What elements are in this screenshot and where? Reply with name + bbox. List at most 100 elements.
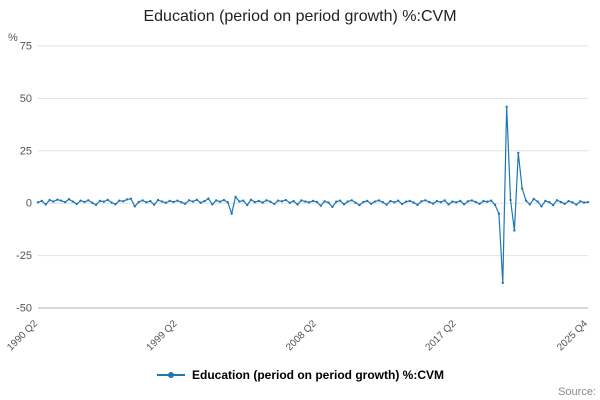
data-point (160, 200, 164, 203)
data-point (300, 199, 303, 202)
data-point (362, 200, 365, 204)
data-point (435, 199, 439, 203)
data-point (261, 201, 264, 204)
data-point (358, 203, 361, 207)
data-point (493, 203, 497, 207)
data-point (474, 200, 477, 204)
data-point (137, 200, 140, 204)
data-point (149, 199, 152, 203)
data-point (451, 200, 454, 203)
data-point (408, 199, 412, 203)
data-point (87, 199, 90, 202)
data-point (36, 201, 40, 204)
data-point (122, 200, 125, 203)
data-point (253, 200, 257, 204)
data-point (501, 281, 504, 285)
data-point (183, 202, 187, 206)
data-point (439, 200, 443, 204)
data-point (218, 200, 222, 203)
data-point (377, 199, 381, 202)
data-point (156, 198, 160, 202)
data-point (458, 199, 462, 203)
x-tick-label: 2017 Q2 (424, 318, 459, 353)
data-point (187, 199, 191, 202)
data-point (238, 200, 241, 203)
data-point (385, 203, 388, 206)
data-point (214, 199, 218, 202)
data-point (245, 203, 249, 207)
data-point (327, 201, 330, 204)
data-point (567, 199, 570, 203)
x-tick-label: 1990 Q2 (5, 318, 40, 353)
data-point (544, 199, 547, 203)
data-point (548, 200, 551, 204)
data-point (532, 197, 535, 201)
data-point (94, 203, 98, 207)
data-point (288, 201, 291, 204)
y-axis-unit-label: % (8, 32, 18, 44)
data-point (540, 205, 543, 208)
data-point (536, 200, 539, 203)
data-point (416, 203, 419, 207)
data-point (338, 199, 342, 202)
data-point (230, 212, 233, 215)
data-point (397, 199, 400, 202)
data-point (335, 200, 338, 203)
data-point (571, 201, 574, 204)
data-point (350, 199, 353, 202)
data-point (486, 200, 489, 203)
data-point (447, 203, 450, 206)
data-point (211, 203, 214, 206)
data-point (400, 202, 404, 206)
data-point (505, 105, 508, 108)
data-point (133, 205, 137, 208)
data-point (44, 203, 47, 206)
data-point (497, 212, 501, 215)
data-point (75, 202, 78, 206)
y-tick-label: 0 (26, 198, 32, 210)
data-point (191, 200, 195, 203)
data-point (180, 200, 183, 204)
data-point (582, 201, 586, 204)
y-tick-label: 25 (20, 145, 32, 157)
data-point (164, 201, 168, 204)
data-point (79, 199, 82, 202)
data-point (40, 199, 44, 203)
data-point (207, 197, 210, 200)
data-point (551, 203, 555, 207)
data-point (342, 203, 346, 206)
data-point (242, 199, 245, 202)
data-point (195, 198, 198, 202)
data-point (52, 200, 55, 203)
data-point (466, 200, 470, 203)
data-point (443, 199, 446, 202)
data-point (304, 200, 307, 203)
data-point (346, 200, 350, 203)
data-point (354, 201, 357, 204)
data-point (420, 200, 423, 203)
x-tick-label: 1999 Q2 (145, 318, 180, 353)
data-point (56, 198, 59, 201)
data-point (269, 200, 272, 203)
data-line (37, 106, 589, 284)
data-point (509, 198, 512, 202)
data-point (222, 198, 226, 202)
data-point (586, 200, 590, 204)
data-point (428, 200, 431, 204)
data-point (145, 201, 148, 204)
data-point (63, 200, 67, 204)
data-point (579, 200, 582, 203)
data-point (513, 229, 516, 232)
chart-title: Education (period on period growth) %:CV… (143, 8, 457, 25)
data-point (555, 199, 559, 202)
data-point (265, 199, 268, 202)
legend: Education (period on period growth) %:CV… (0, 368, 600, 382)
data-point (292, 199, 295, 203)
data-point (284, 198, 288, 202)
data-point (412, 201, 415, 204)
legend-series-label: Education (period on period growth) %:CV… (192, 368, 444, 382)
data-point (455, 201, 458, 204)
data-point (389, 199, 392, 203)
data-point (431, 202, 435, 205)
